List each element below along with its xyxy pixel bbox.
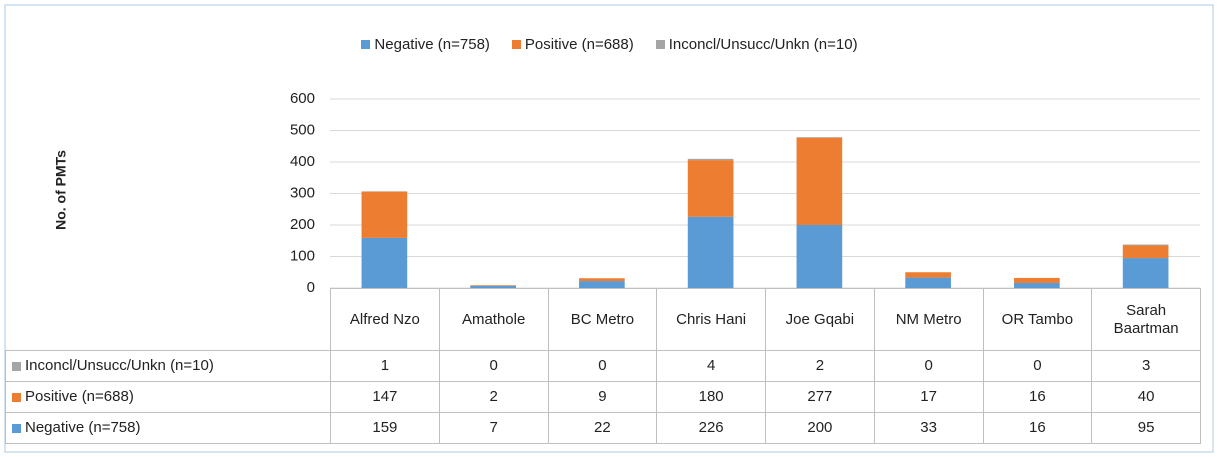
bar-segment	[796, 137, 843, 138]
chart-border	[4, 4, 1214, 453]
bar-segment	[1014, 277, 1060, 283]
table-value: 40	[1091, 381, 1201, 413]
y-tick-label: 600	[290, 90, 315, 107]
legend: Negative (n=758) Positive (n=688) Inconcl/…	[0, 36, 1219, 53]
table-category: Sarah Baartman	[1091, 288, 1201, 351]
bar-segment	[905, 272, 951, 278]
table-swatch	[12, 392, 21, 402]
table-value: 33	[873, 412, 984, 444]
bar-segment	[796, 137, 843, 225]
bar-segment	[687, 216, 734, 288]
table-swatch	[12, 361, 21, 371]
table-value: 0	[547, 350, 658, 382]
bar-segment	[470, 285, 516, 288]
y-tick-label: 0	[307, 279, 315, 296]
table-row-name: Positive (n=688)	[25, 388, 134, 405]
legend-label: Negative (n=758)	[374, 36, 490, 53]
y-tick-label: 400	[290, 153, 315, 170]
table-category: Joe Gqabi	[765, 288, 875, 351]
y-axis-label: No. of PMTs	[53, 150, 69, 230]
table-row-label: Inconcl/Unsucc/Unkn (n=10)	[5, 350, 331, 382]
legend-swatch	[511, 40, 521, 49]
table-value: 0	[982, 350, 1093, 382]
table-value: 180	[656, 381, 766, 413]
bar-segment	[579, 281, 625, 288]
table-value: 95	[1091, 412, 1201, 444]
table-value: 200	[765, 412, 875, 444]
bar-segment	[687, 160, 734, 217]
bar-segment	[361, 237, 408, 288]
table-row-label: Negative (n=758)	[5, 412, 331, 444]
table-value: 2	[765, 350, 875, 382]
table-category: Chris Hani	[656, 288, 766, 351]
bar-segment	[1122, 244, 1169, 246]
y-tick-label: 200	[290, 216, 315, 233]
table-value: 0	[438, 350, 549, 382]
table-value: 277	[765, 381, 875, 413]
table-value: 17	[873, 381, 984, 413]
table-value: 16	[982, 381, 1093, 413]
table-value: 16	[982, 412, 1093, 444]
legend-swatch	[655, 40, 665, 49]
table-value: 159	[330, 412, 440, 444]
table-value: 4	[656, 350, 766, 382]
bar-segment	[1122, 258, 1169, 288]
table-category: BC Metro	[547, 288, 658, 351]
table-value: 1	[330, 350, 440, 382]
table-value: 7	[438, 412, 549, 444]
bar-segment	[687, 158, 734, 161]
legend-swatch	[361, 40, 371, 49]
y-tick-label: 500	[290, 121, 315, 138]
legend-item: Inconcl/Unsucc/Unkn (n=10)	[655, 36, 858, 53]
table-category: NM Metro	[873, 288, 984, 351]
table-category: Alfred Nzo	[330, 288, 440, 351]
table-category: Amathole	[438, 288, 549, 351]
table-swatch	[12, 423, 21, 433]
table-value: 3	[1091, 350, 1201, 382]
table-value: 9	[547, 381, 658, 413]
bar-segment	[1014, 282, 1060, 288]
y-tick-label: 100	[290, 247, 315, 264]
table-value: 22	[547, 412, 658, 444]
legend-label: Inconcl/Unsucc/Unkn (n=10)	[668, 36, 858, 53]
table-row-name: Negative (n=758)	[25, 419, 141, 436]
table-value: 2	[438, 381, 549, 413]
bar-segment	[1122, 245, 1169, 259]
table-row-label: Positive (n=688)	[5, 381, 331, 413]
legend-item: Positive (n=688)	[511, 36, 634, 53]
bar-segment	[361, 191, 408, 238]
legend-label: Positive (n=688)	[524, 36, 634, 53]
table-category: OR Tambo	[982, 288, 1093, 351]
table-value: 0	[873, 350, 984, 382]
bar-segment	[470, 285, 516, 286]
table-row-name: Inconcl/Unsucc/Unkn (n=10)	[25, 357, 214, 374]
bar-segment	[796, 225, 843, 288]
legend-item: Negative (n=758)	[361, 36, 490, 53]
table-value: 147	[330, 381, 440, 413]
bar-segment	[579, 278, 625, 282]
table-value: 226	[656, 412, 766, 444]
bar-segment	[905, 277, 951, 288]
y-tick-label: 300	[290, 184, 315, 201]
